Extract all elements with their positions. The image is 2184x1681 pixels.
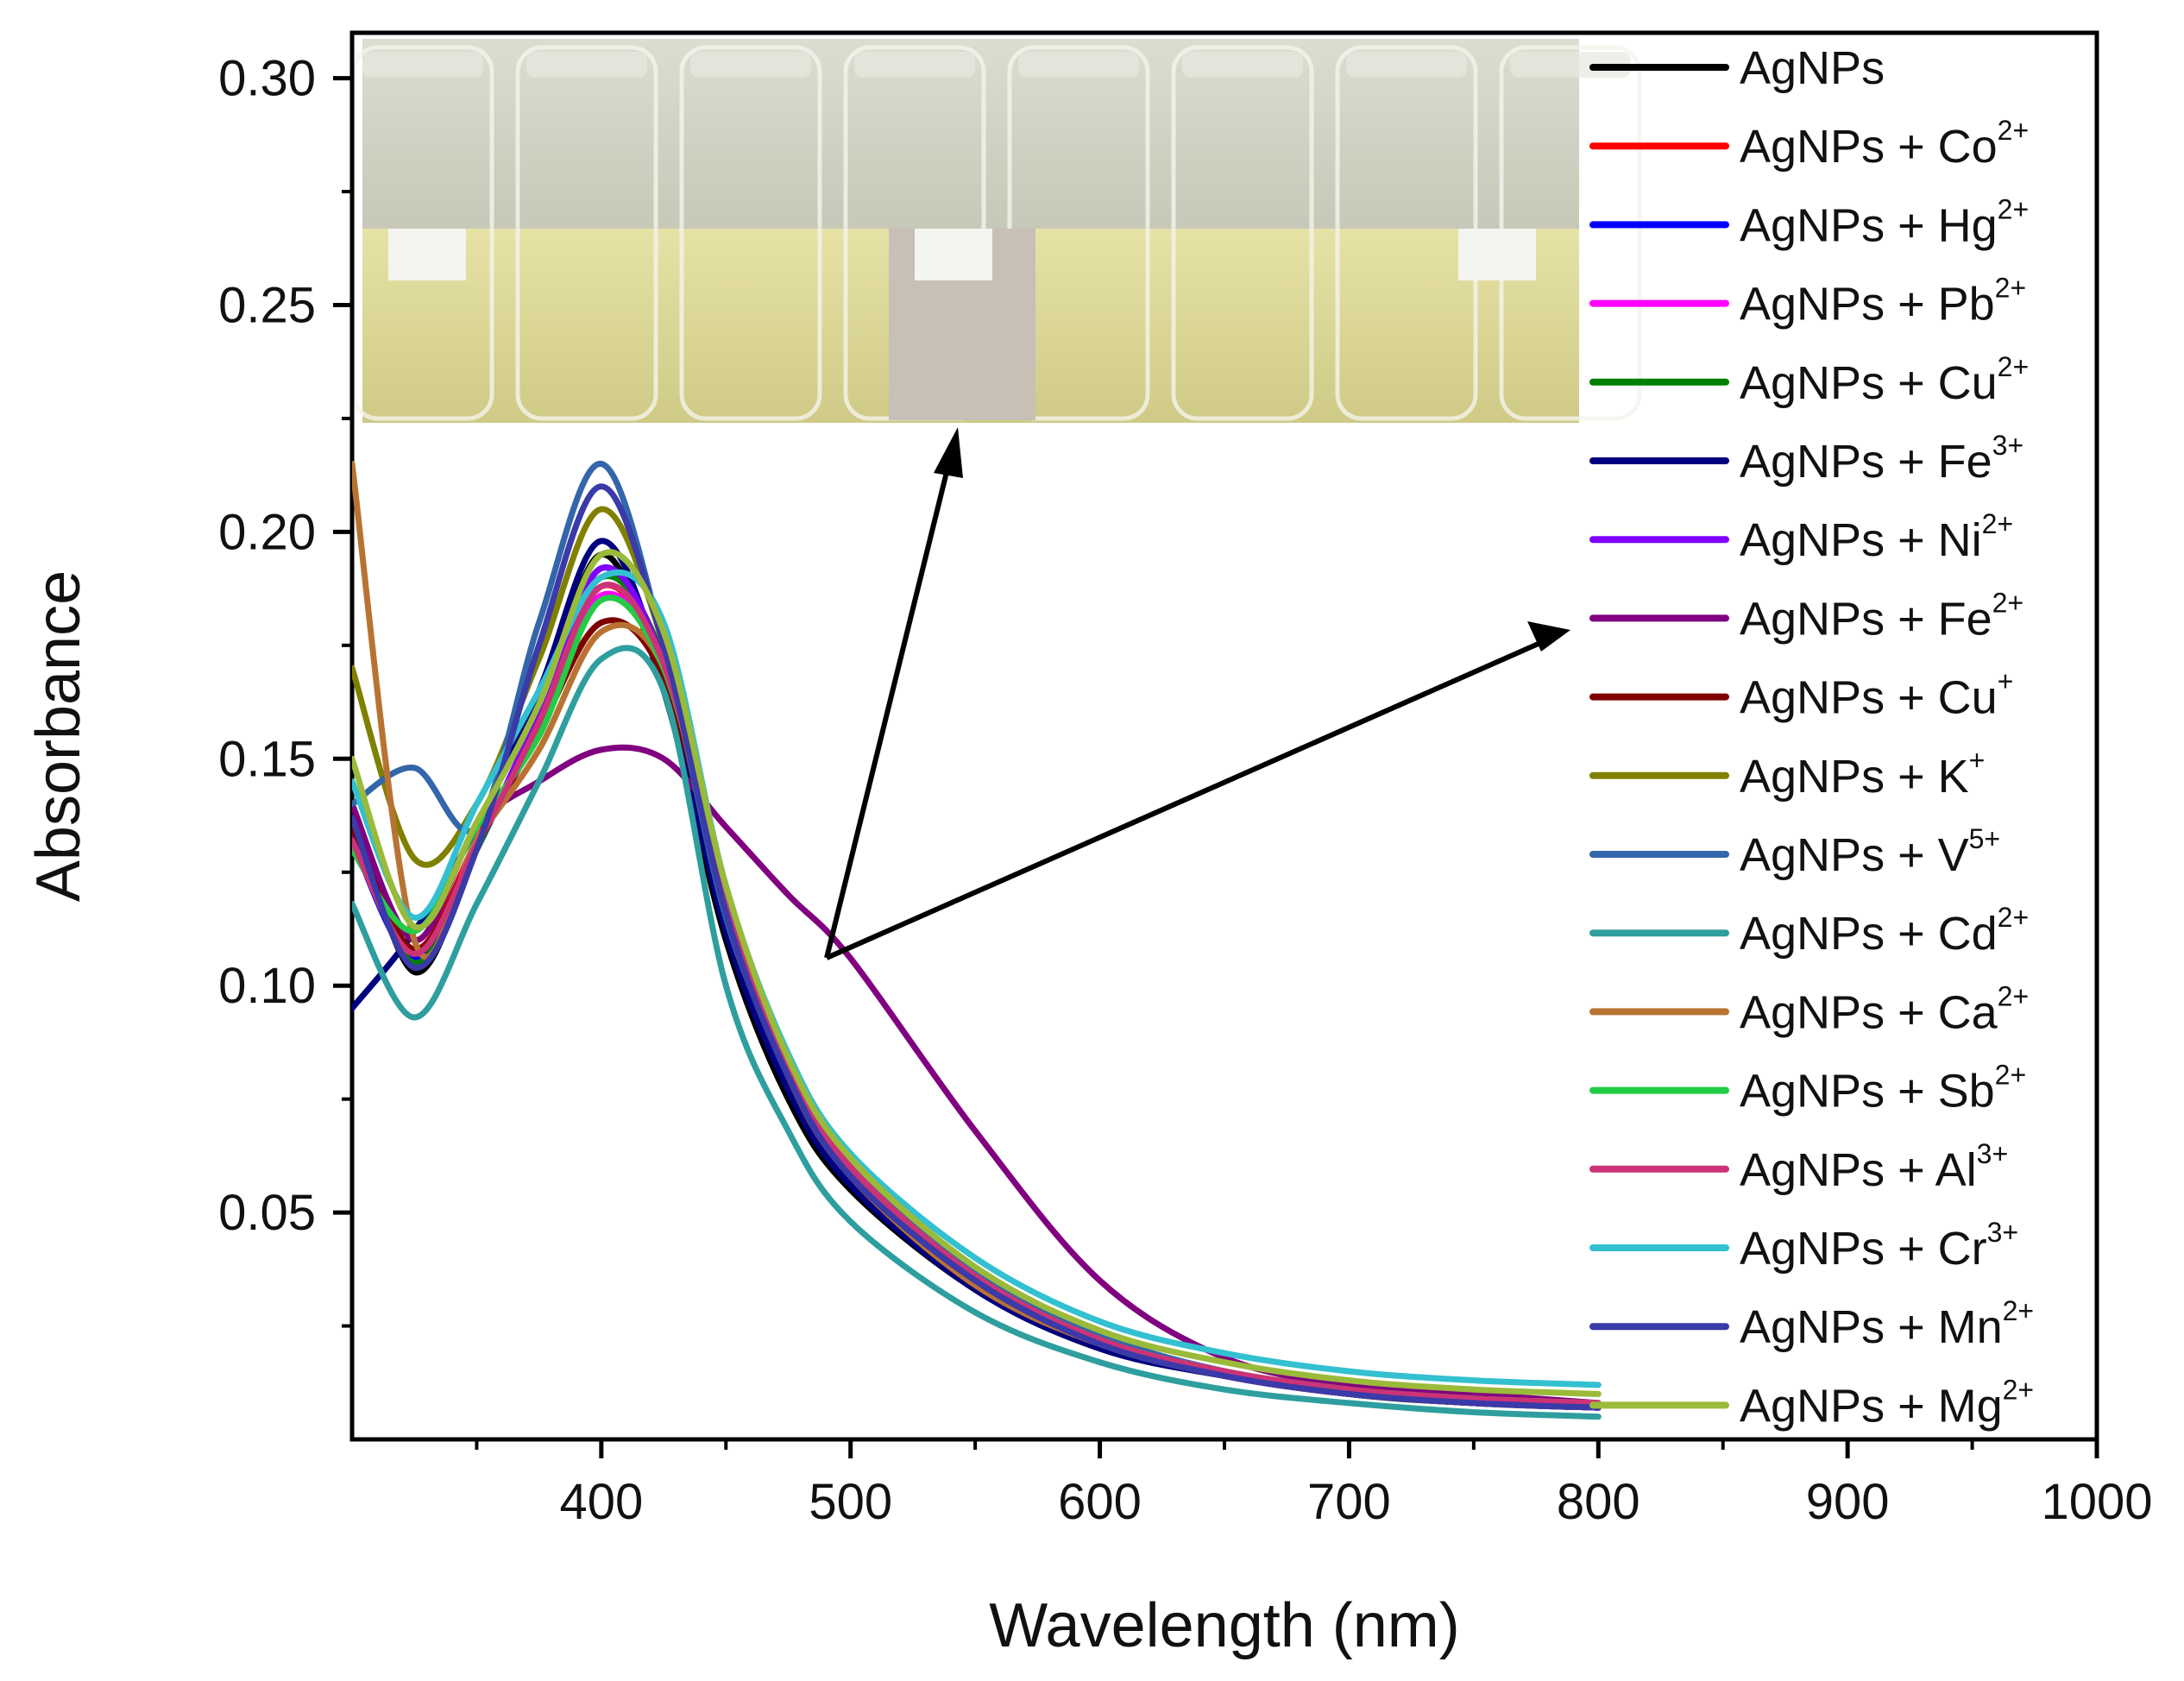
vial-label (1458, 229, 1536, 280)
x-tick-label: 400 (559, 1474, 643, 1530)
series-line-7 (352, 744, 1602, 1407)
legend: AgNPs AgNPs + Co2+ AgNPs + Hg2+ AgNPs + Pb2… (1589, 42, 2034, 1432)
vial-outline (1171, 45, 1314, 421)
legend-charge-superscript: 2+ (1998, 980, 2029, 1011)
legend-label: AgNPs + Hg2+ (1740, 193, 2029, 251)
legend-charge-superscript: 3+ (1987, 1217, 2018, 1248)
vials-photo-inset (351, 39, 1642, 423)
x-tick-label: 800 (1557, 1474, 1640, 1530)
legend-label: AgNPs + Sb2+ (1740, 1060, 2026, 1118)
legend-charge-superscript: 2+ (1995, 273, 2026, 304)
y-tick-label: 0.30 (218, 51, 316, 107)
vial-rim (1018, 52, 1139, 78)
legend-charge-superscript: 2+ (2003, 1295, 2034, 1326)
legend-label: AgNPs + Pb2+ (1740, 273, 2026, 331)
legend-charge-superscript: 3+ (1992, 430, 2024, 461)
arrow-to-legend (825, 640, 1542, 960)
legend-label: AgNPs + Ca2+ (1740, 980, 2029, 1038)
y-axis-title: Absorbance (24, 570, 93, 902)
y-tick-label: 0.10 (218, 958, 316, 1014)
y-tick-label: 0.05 (218, 1185, 316, 1241)
x-axis-title: Wavelength (nm) (989, 1591, 1460, 1660)
vial-rim (854, 52, 975, 78)
legend-charge-superscript: 3+ (1977, 1138, 2008, 1169)
legend-charge-superscript: + (1969, 745, 1986, 776)
series-lines (352, 461, 1602, 1420)
vial-rim (690, 52, 811, 78)
legend-charge-superscript: 2+ (1998, 193, 2029, 224)
series-line-14 (352, 582, 1602, 1407)
arrow-to-photo-head (934, 427, 963, 478)
legend-label: AgNPs + Cu2+ (1740, 351, 2029, 409)
vial-rim (1182, 52, 1303, 78)
vial-outline (515, 45, 658, 421)
legend-charge-superscript: 5+ (1969, 823, 2000, 854)
legend-label: AgNPs + Mn2+ (1740, 1295, 2034, 1353)
legend-label: AgNPs + Cr3+ (1740, 1217, 2018, 1275)
vial-label (388, 229, 466, 280)
vial-label (915, 229, 992, 280)
legend-charge-superscript: 2+ (1982, 508, 2013, 539)
x-tick-label: 1000 (2041, 1474, 2152, 1530)
annotation-arrows (824, 427, 1570, 960)
arrow-to-legend-head (1527, 621, 1570, 652)
legend-charge-superscript: 2+ (1995, 1060, 2026, 1091)
vial-rim (1346, 52, 1467, 78)
series-line-17 (352, 549, 1602, 1397)
vial-rim (362, 52, 483, 78)
legend-label: AgNPs + Co2+ (1740, 115, 2029, 173)
legend-label: AgNPs + Cu+ (1740, 666, 2013, 724)
legend-label: AgNPs + K+ (1740, 745, 1985, 803)
series-line-16 (352, 483, 1602, 1411)
legend-charge-superscript: 2+ (1998, 115, 2029, 146)
axis-ticks (333, 76, 2099, 1458)
series-line-15 (352, 569, 1602, 1388)
legend-label: AgNPs + Cd2+ (1740, 902, 2029, 960)
legend-charge-superscript: 2+ (1998, 902, 2029, 933)
legend-label: AgNPs + Mg2+ (1740, 1374, 2034, 1432)
x-tick-label: 900 (1806, 1474, 1890, 1530)
vial-rim (1510, 52, 1631, 78)
vial-outline (679, 45, 822, 421)
legend-label: AgNPs + Fe3+ (1740, 430, 2024, 488)
x-tick-label: 600 (1058, 1474, 1142, 1530)
y-tick-label: 0.15 (218, 731, 316, 787)
vial-rim (526, 52, 647, 78)
x-tick-label: 500 (809, 1474, 892, 1530)
x-tick-label: 700 (1307, 1474, 1391, 1530)
legend-label: AgNPs (1740, 42, 1885, 94)
legend-charge-superscript: 2+ (1992, 587, 2024, 618)
legend-label: AgNPs + Ni2+ (1740, 508, 2013, 566)
legend-charge-superscript: + (1998, 666, 2014, 697)
legend-label: AgNPs + V5+ (1740, 823, 2000, 881)
legend-label: AgNPs + Al3+ (1740, 1138, 2008, 1196)
series-line-11 (352, 645, 1602, 1420)
axis-tick-labels: 400 500 600 700 800 900 1000 0.05 0.10 0.15 0.20 0.… (218, 51, 2152, 1530)
y-tick-label: 0.20 (218, 504, 316, 560)
legend-label: AgNPs + Fe2+ (1740, 587, 2024, 645)
legend-charge-superscript: 2+ (1998, 351, 2029, 382)
arrow-to-photo (824, 461, 952, 959)
y-tick-label: 0.25 (218, 277, 316, 333)
legend-charge-superscript: 2+ (2003, 1374, 2034, 1405)
